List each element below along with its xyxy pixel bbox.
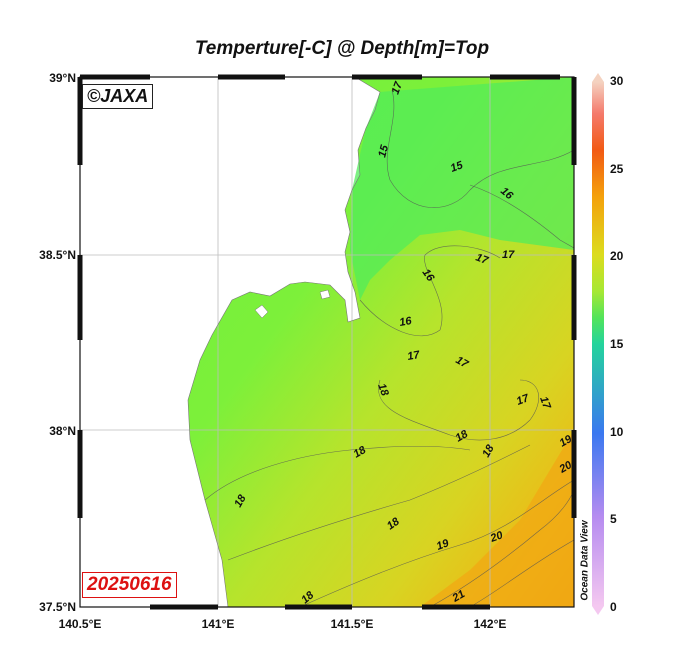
colorbar-tick-5: 5: [610, 512, 617, 526]
frame-ticks: [77, 74, 577, 610]
colorbar-tick-15: 15: [610, 337, 624, 351]
contour-label: 21: [450, 588, 467, 605]
contour-label: 17: [406, 349, 421, 363]
colorbar-tick-25: 25: [610, 162, 624, 176]
colorbar-tick-10: 10: [610, 425, 624, 439]
contour-label: 17: [390, 80, 406, 96]
lon-label-141-5: 141.5°E: [330, 617, 374, 631]
contour-label: 16: [398, 315, 413, 329]
ocean-data-view-watermark: Ocean Data View: [579, 520, 591, 601]
contour-label: 15: [449, 159, 465, 175]
colorbar: [592, 73, 604, 615]
map-title: Temperture[-C] @ Depth[m]=Top: [194, 38, 490, 59]
contour-label: 17: [515, 392, 531, 408]
contour-label: 18: [375, 382, 391, 398]
lon-label-142: 142°E: [473, 617, 507, 631]
contour-label: 17: [474, 252, 490, 268]
lat-label-38-5: 38.5°N: [39, 248, 76, 262]
contour-label: 20: [488, 529, 505, 545]
cool-water-region: [350, 77, 574, 300]
graticule: [80, 77, 574, 607]
lat-label-37-5: 37.5°N: [39, 600, 76, 614]
colorbar-tick-20: 20: [610, 249, 624, 263]
copyright-label: ©JAXA: [82, 84, 154, 109]
lat-label-39: 39°N: [49, 71, 76, 85]
contour-lines: [204, 89, 574, 607]
colorbar-tick-0: 0: [610, 600, 617, 614]
coast-islands: [254, 289, 331, 319]
contour-label: 15: [376, 143, 391, 159]
lon-label-141: 141°E: [201, 617, 235, 631]
warm-water-region: [420, 430, 574, 607]
contour-label: 17: [502, 249, 515, 261]
coastline: [187, 76, 381, 608]
lon-label-140-5: 140.5°E: [58, 617, 102, 631]
contour-label: 19: [435, 537, 451, 553]
lat-label-38: 38°N: [49, 424, 76, 438]
contour-label: 17: [537, 395, 553, 411]
colorbar-tick-30: 30: [610, 74, 624, 88]
date-stamp: 20250616: [82, 572, 177, 598]
